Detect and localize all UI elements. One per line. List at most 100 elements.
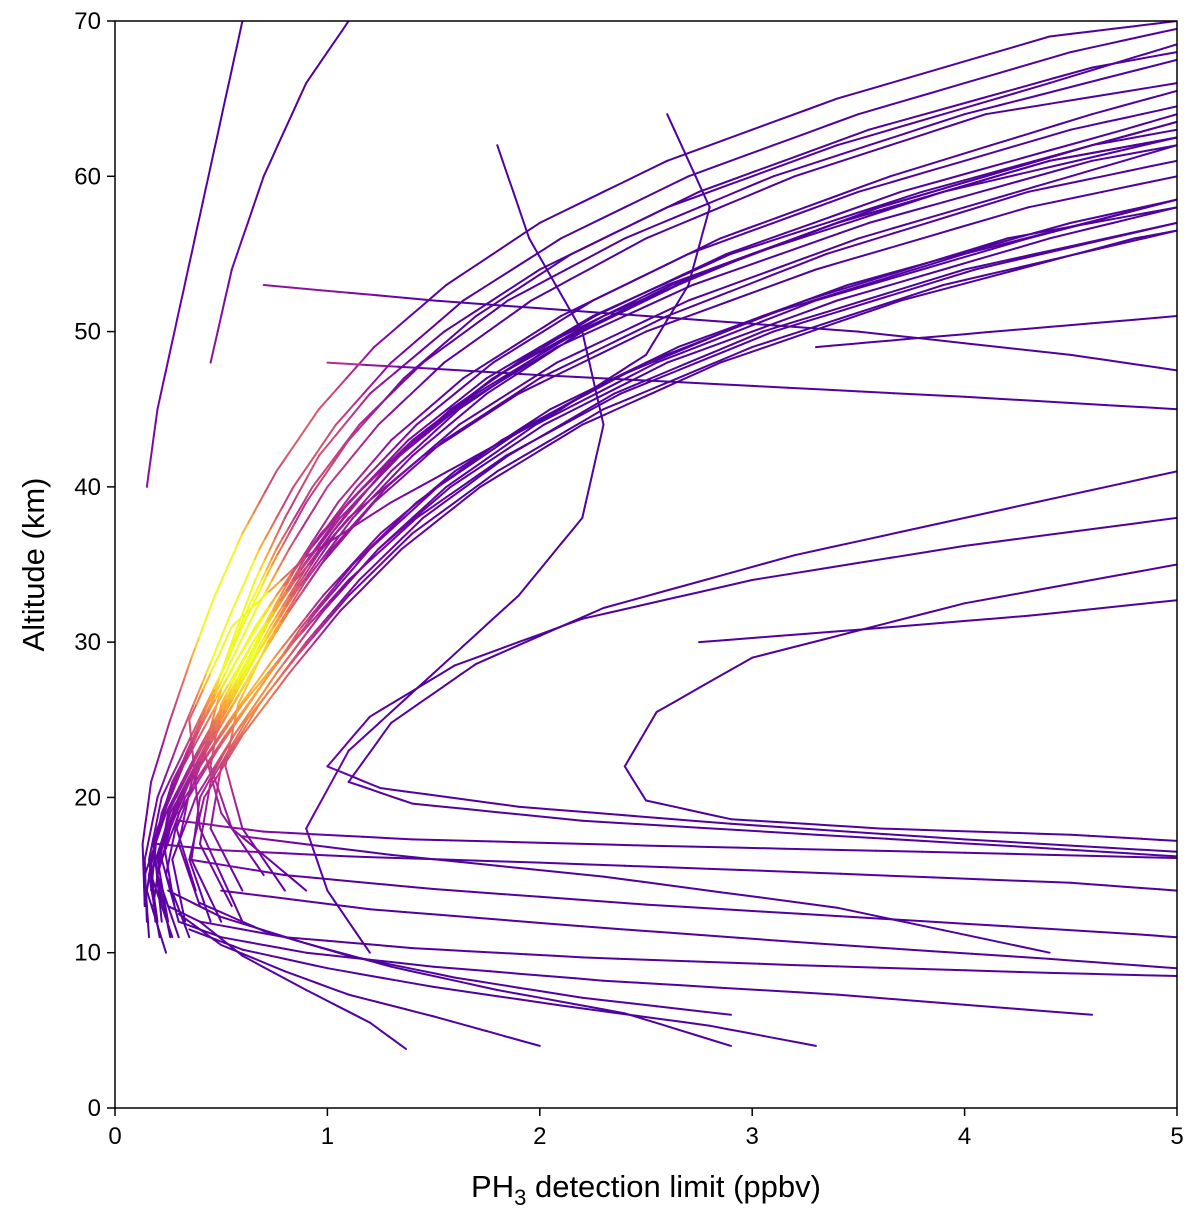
profile-segment	[246, 570, 251, 580]
profile-segment	[805, 824, 830, 826]
profile-segment	[229, 554, 234, 564]
profile-segment	[1120, 103, 1134, 107]
profile-segment	[1151, 119, 1160, 122]
profile-segment	[236, 704, 238, 714]
profile-segment	[164, 730, 167, 740]
profile-segment	[1092, 29, 1113, 32]
profile-segment	[972, 954, 1011, 957]
profile-segment	[717, 384, 752, 386]
profile-segment	[285, 959, 299, 962]
profile-segment	[363, 752, 370, 762]
profile-segment	[554, 810, 589, 813]
profile-segment	[1142, 518, 1177, 523]
profile-segment	[192, 849, 193, 859]
profile-segment	[391, 352, 403, 362]
profile-segment	[1078, 176, 1103, 181]
profile-segment	[404, 791, 427, 794]
profile-segment	[608, 249, 627, 259]
profile-segment	[681, 382, 716, 384]
profile-segment	[462, 969, 490, 971]
profile-segment	[1021, 165, 1060, 174]
profile-segment	[1071, 323, 1092, 325]
profile-segment	[172, 849, 176, 859]
profile-segment	[188, 658, 192, 668]
profile-line-profile-16	[145, 29, 1177, 922]
profile-segment	[699, 233, 703, 246]
profile-segment	[199, 627, 203, 637]
profile-segment	[1007, 502, 1035, 508]
profile-segment	[359, 882, 384, 884]
profile-segment	[271, 956, 285, 959]
profile-segment	[469, 303, 504, 306]
profile-segment	[526, 815, 554, 818]
profile-segment	[306, 953, 327, 955]
profile-segment	[405, 487, 419, 495]
profile-segment	[1028, 327, 1049, 329]
profile-segment	[327, 1001, 338, 1006]
profile-segment	[405, 703, 419, 713]
profile-segment	[1089, 884, 1107, 885]
profile-segment	[419, 693, 433, 703]
profile-segment	[703, 220, 707, 233]
profile-segment	[298, 430, 305, 440]
profile-segment	[1106, 106, 1120, 110]
profile-segment	[391, 962, 412, 964]
profile-segment	[237, 808, 240, 818]
profile-segment	[240, 632, 245, 642]
profile-segment	[250, 942, 264, 945]
profile-segment	[349, 922, 356, 932]
profile-segment	[214, 332, 218, 348]
profile-segment	[1081, 94, 1113, 99]
profile-segment	[582, 502, 586, 518]
profile-segment	[177, 829, 180, 839]
profile-segment	[367, 409, 376, 419]
profile-segment	[1028, 613, 1053, 616]
profile-segment	[512, 921, 547, 924]
profile-segment	[370, 559, 381, 569]
profile-segment	[685, 907, 724, 909]
profile-segment	[405, 1009, 419, 1013]
profile-segment	[749, 176, 774, 186]
profile-segment	[302, 518, 308, 528]
profile-segment	[214, 138, 217, 151]
profile-segment	[1168, 114, 1177, 117]
profile-segment	[556, 285, 565, 301]
profile-segment	[1142, 935, 1149, 936]
profile-segment	[264, 963, 275, 967]
profile-segment	[176, 911, 179, 921]
profile-segment	[289, 833, 314, 834]
profile-segment	[444, 352, 459, 362]
profile-segment	[674, 130, 681, 146]
profile-segment	[441, 915, 476, 918]
profile-segment	[386, 389, 395, 399]
profile-segment	[356, 358, 365, 368]
profile-segment	[1078, 850, 1103, 852]
profile-segment	[234, 47, 237, 60]
y-tick-label: 20	[74, 784, 101, 811]
profile-segment	[632, 778, 636, 784]
profile-segment	[306, 854, 327, 855]
profile-segment	[1149, 471, 1177, 477]
profile-segment	[228, 927, 242, 930]
profile-segment	[327, 941, 348, 943]
profile-segment	[1152, 161, 1177, 166]
profile-segment	[632, 1003, 657, 1006]
profile-segment	[651, 712, 656, 721]
profile-segment	[1124, 887, 1142, 888]
profile-line-low-06	[158, 844, 1178, 891]
profile-segment	[320, 52, 327, 62]
profile-segment	[462, 264, 478, 274]
profile-segment	[246, 894, 271, 897]
profile-segment	[476, 621, 490, 634]
profile-segment	[1039, 834, 1071, 835]
profile-segment	[674, 807, 688, 810]
profile-segment	[1113, 26, 1134, 29]
profile-line-bulge-01	[625, 565, 1177, 841]
profile-segment	[376, 1027, 382, 1031]
profile-segment	[965, 541, 1000, 546]
profile-segment	[943, 192, 980, 202]
profile-segment	[186, 267, 189, 280]
profile-segment	[1071, 835, 1089, 836]
profile-segment	[611, 606, 639, 613]
profile-segment	[795, 965, 838, 966]
